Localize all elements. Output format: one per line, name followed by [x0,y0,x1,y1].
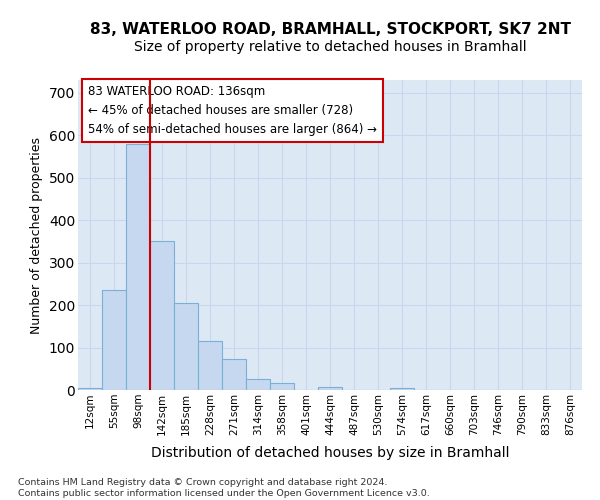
Bar [102,290,126,390]
Bar [222,360,246,390]
Bar [246,378,270,390]
Bar [198,341,222,390]
Bar [174,303,198,390]
Text: 83, WATERLOO ROAD, BRAMHALL, STOCKPORT, SK7 2NT: 83, WATERLOO ROAD, BRAMHALL, STOCKPORT, … [89,22,571,38]
X-axis label: Distribution of detached houses by size in Bramhall: Distribution of detached houses by size … [151,446,509,460]
Text: Size of property relative to detached houses in Bramhall: Size of property relative to detached ho… [134,40,526,54]
Bar [270,383,294,390]
Text: Contains HM Land Registry data © Crown copyright and database right 2024.
Contai: Contains HM Land Registry data © Crown c… [18,478,430,498]
Y-axis label: Number of detached properties: Number of detached properties [30,136,43,334]
Bar [150,242,174,390]
Bar [318,386,342,390]
Bar [78,388,102,390]
Bar [126,144,150,390]
Bar [390,388,414,390]
Text: 83 WATERLOO ROAD: 136sqm
← 45% of detached houses are smaller (728)
54% of semi-: 83 WATERLOO ROAD: 136sqm ← 45% of detach… [88,84,377,136]
